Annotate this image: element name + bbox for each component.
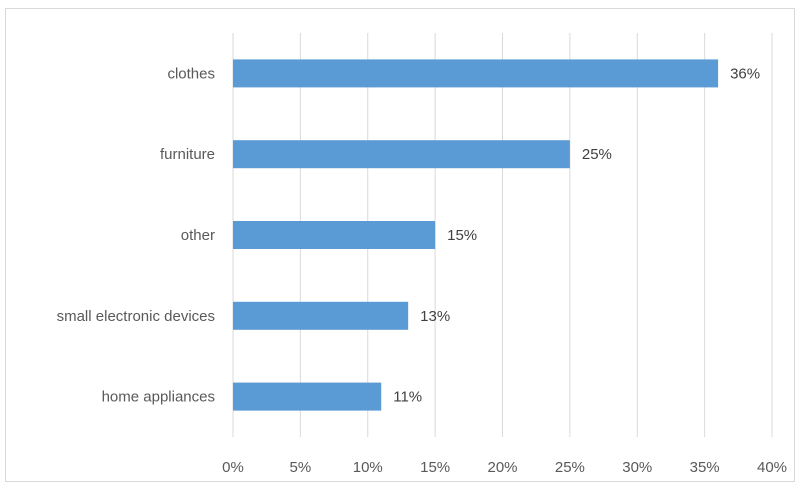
- category-label: furniture: [160, 146, 215, 163]
- bar: [233, 140, 570, 169]
- labels: 0% 5% 10% 15% 20% 25% 30% 35% 40% clothes 36% furni…: [57, 65, 787, 476]
- category-label: other: [181, 227, 215, 244]
- data-label: 25%: [582, 146, 612, 163]
- x-tick-label: 30%: [622, 459, 652, 476]
- x-tick-label: 5%: [290, 459, 312, 476]
- x-tick-label: 0%: [222, 459, 244, 476]
- x-tick-label: 25%: [555, 459, 585, 476]
- gridlines: [232, 33, 773, 437]
- bar: [233, 221, 436, 249]
- data-label: 13%: [420, 308, 450, 325]
- category-label: clothes: [167, 65, 215, 82]
- bar: [233, 301, 409, 330]
- x-tick-label: 20%: [487, 459, 517, 476]
- x-tick-label: 40%: [757, 459, 787, 476]
- category-label: small electronic devices: [57, 308, 215, 325]
- x-tick-label: 15%: [420, 459, 450, 476]
- data-label: 15%: [447, 227, 477, 244]
- x-tick-label: 10%: [353, 459, 383, 476]
- data-label: 11%: [393, 389, 422, 406]
- bar: [233, 59, 719, 88]
- bars: [233, 59, 719, 411]
- category-label: home appliances: [102, 389, 215, 406]
- data-label: 36%: [730, 65, 760, 82]
- x-tick-label: 35%: [690, 459, 720, 476]
- bar: [233, 382, 382, 411]
